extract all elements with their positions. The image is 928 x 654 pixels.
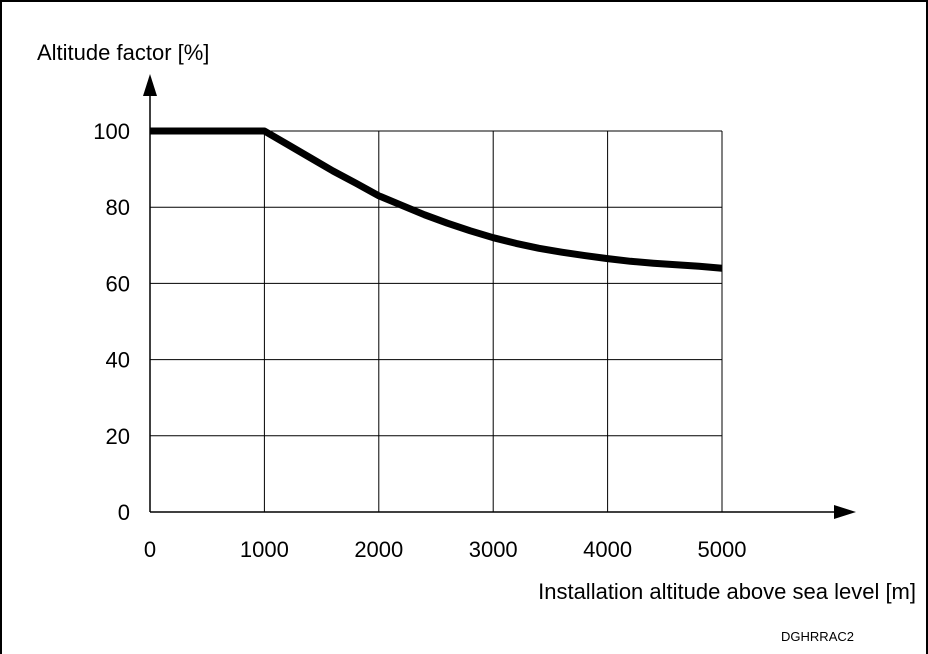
axes [143,74,856,519]
x-tick-labels: 0 1000 2000 3000 4000 5000 [144,537,747,562]
figure-code: DGHRRAC2 [781,629,854,644]
series-line-0 [150,127,723,272]
x-tick-label: 5000 [698,537,747,562]
y-tick-labels: 0 20 40 60 80 100 [93,119,130,525]
y-axis-label: Altitude factor [%] [37,40,209,65]
x-tick-label: 4000 [583,537,632,562]
x-tick-label: 1000 [240,537,289,562]
x-tick-label: 2000 [354,537,403,562]
x-tick-label: 0 [144,537,156,562]
y-tick-label: 60 [106,271,130,296]
x-axis-arrow [834,505,856,519]
x-axis-label: Installation altitude above sea level [m… [538,579,916,604]
series-group [150,127,723,272]
y-axis-arrow [143,74,157,96]
x-tick-label: 3000 [469,537,518,562]
y-tick-label: 40 [106,348,130,373]
y-tick-label: 20 [106,424,130,449]
y-tick-label: 0 [118,500,130,525]
grid [150,130,723,512]
y-tick-label: 80 [106,195,130,220]
y-tick-label: 100 [93,119,130,144]
